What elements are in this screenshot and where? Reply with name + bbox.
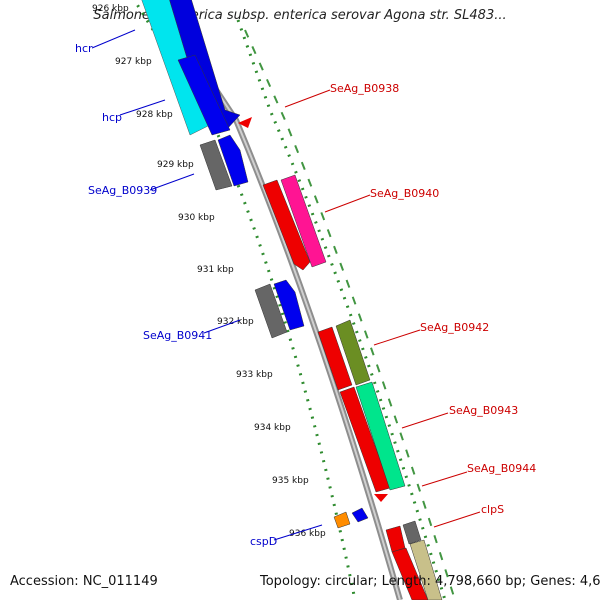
track-right-dotted xyxy=(236,19,447,600)
gene-red-bottom[interactable] xyxy=(391,547,429,600)
tick-label: 934 kbp xyxy=(254,423,291,433)
gene-SeAg_B0940-red[interactable] xyxy=(262,179,311,271)
gene-SeAg_B0939-blue[interactable] xyxy=(217,134,249,187)
gene-SeAg_B0939-gray[interactable] xyxy=(199,139,233,191)
gene-clpS-gray[interactable] xyxy=(402,520,422,545)
gene-SeAg_B0943-teal[interactable] xyxy=(355,381,406,491)
label-SeAg_B0941[interactable]: SeAg_B0941 xyxy=(143,329,212,342)
tick-label: 928 kbp xyxy=(136,110,173,120)
tick-label: 927 kbp xyxy=(115,57,152,67)
gene-SeAg_B0941-gray[interactable] xyxy=(254,283,288,339)
label-SeAg_B0943[interactable]: SeAg_B0943 xyxy=(449,404,518,417)
right-labels: SeAg_B0938 SeAg_B0940 SeAg_B0942 SeAg_B0… xyxy=(284,82,536,528)
tick-label: 926 kbp xyxy=(92,4,129,14)
track-left-dotted xyxy=(132,0,357,600)
label-clpS[interactable]: clpS xyxy=(481,503,504,516)
label-SeAg_B0939[interactable]: SeAg_B0939 xyxy=(88,184,157,197)
tick-label: 930 kbp xyxy=(178,213,215,223)
accession-text: Accession: NC_011149 xyxy=(10,574,158,589)
tick-label: 929 kbp xyxy=(157,160,194,170)
gene-cspD-blue[interactable] xyxy=(351,507,369,523)
label-hcr[interactable]: hcr xyxy=(75,42,93,55)
gene-SeAg_B0942-red[interactable] xyxy=(317,326,353,391)
gene-SeAg_B0938[interactable] xyxy=(238,117,252,128)
label-SeAg_B0942[interactable]: SeAg_B0942 xyxy=(420,321,489,334)
topology-text: Topology: circular; Length: 4,798,660 bp… xyxy=(260,574,600,589)
label-SeAg_B0940[interactable]: SeAg_B0940 xyxy=(370,187,439,200)
tick-label: 935 kbp xyxy=(272,476,309,486)
gene-SeAg_B0941-blue[interactable] xyxy=(273,279,305,331)
label-hcp[interactable]: hcp xyxy=(102,111,122,124)
tick-label: 936 kbp xyxy=(289,529,326,539)
tick-label: 931 kbp xyxy=(197,265,234,275)
gene-clpS-red[interactable] xyxy=(385,525,406,553)
gene-khaki-bottom[interactable] xyxy=(409,539,443,600)
gene-SeAg_B0944[interactable] xyxy=(374,494,388,502)
tick-label: 933 kbp xyxy=(236,370,273,380)
gene-SeAg_B0942-olive[interactable] xyxy=(335,319,371,386)
gene-SeAg_B0940-pink[interactable] xyxy=(280,174,327,268)
gene-cspD-orange[interactable] xyxy=(333,511,351,529)
gene-hcp[interactable] xyxy=(177,54,231,136)
track-right-minor xyxy=(244,29,456,600)
label-SeAg_B0944[interactable]: SeAg_B0944 xyxy=(467,462,536,475)
label-cspD[interactable]: cspD xyxy=(250,535,277,548)
left-labels: hcr hcp SeAg_B0939 SeAg_B0941 cspD xyxy=(75,29,323,548)
label-SeAg_B0938[interactable]: SeAg_B0938 xyxy=(330,82,399,95)
